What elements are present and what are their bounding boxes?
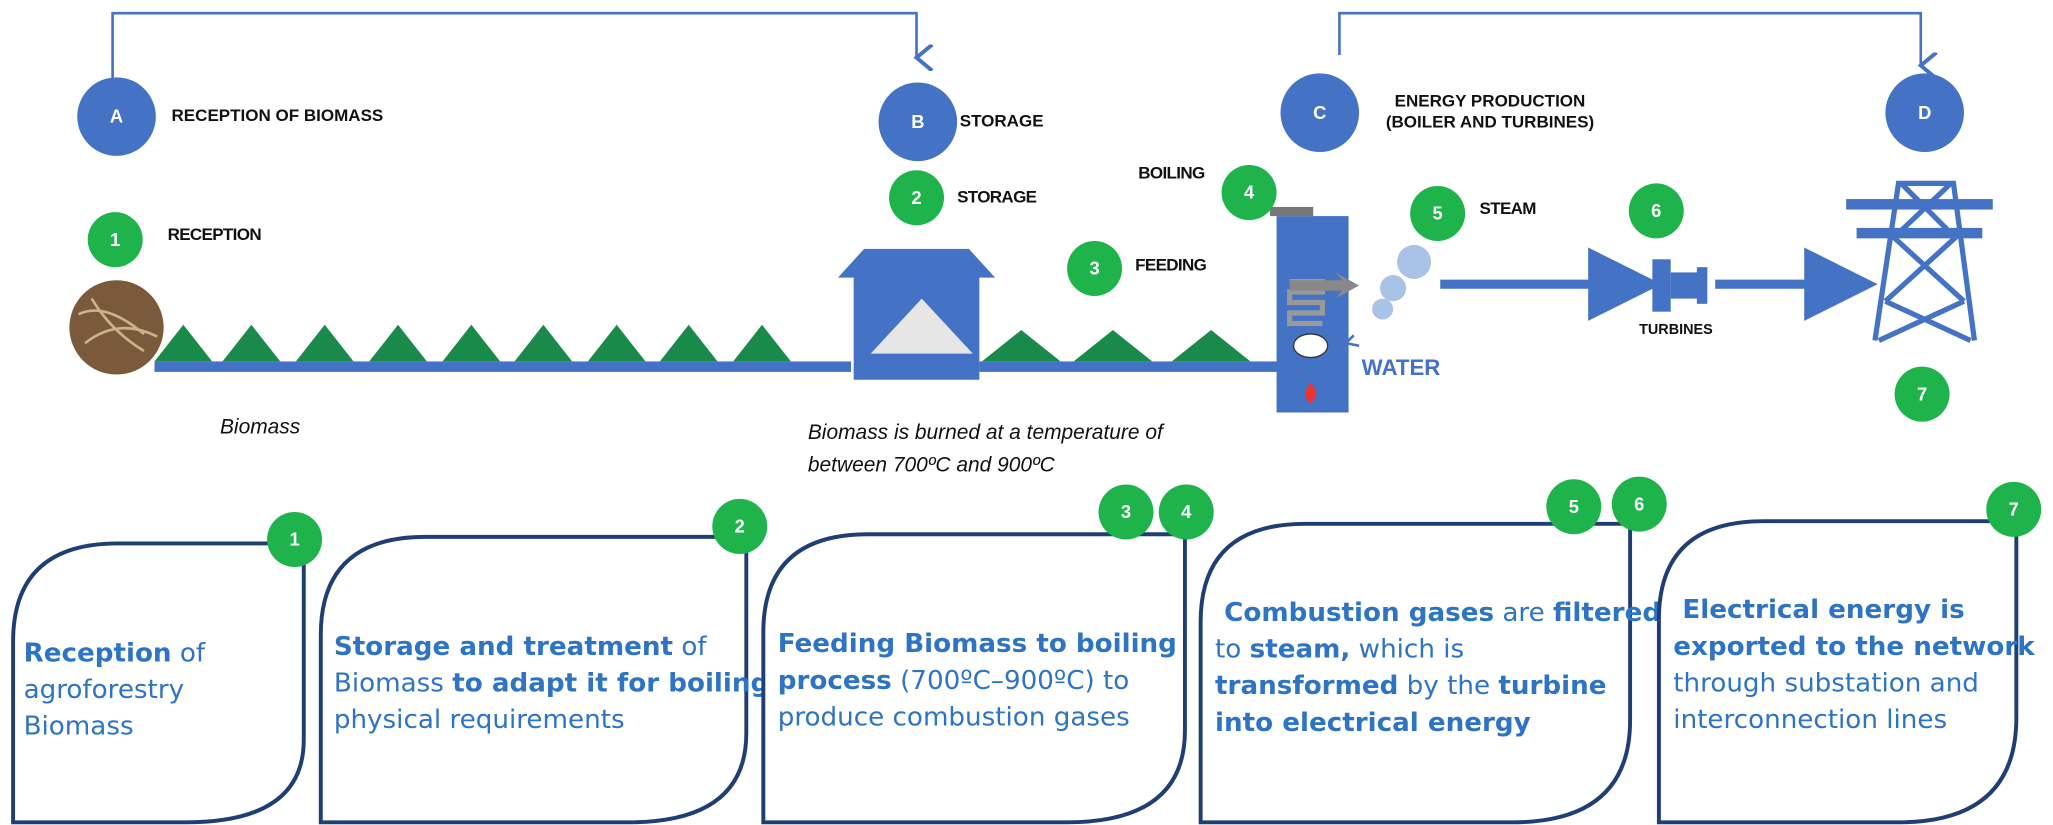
stage-label: STORAGE: [960, 111, 1044, 130]
step-number: 1: [110, 229, 120, 250]
step-label: RECEPTION: [168, 225, 262, 244]
badge-number: 4: [1181, 501, 1192, 522]
step-number: 6: [1651, 200, 1661, 221]
box-text: Electrical energy is: [1673, 595, 1964, 625]
step-circle: [1410, 185, 1466, 241]
stage-circle: [1280, 73, 1360, 152]
stage-label: (BOILER AND TURBINES): [1386, 113, 1594, 132]
step-circle: [1628, 183, 1684, 239]
box-text-segment: to adapt it for boiling: [452, 668, 769, 698]
step-label: BOILING: [1138, 164, 1205, 183]
box-text-segment: Biomass: [24, 711, 134, 741]
stage-circle: [1885, 73, 1964, 152]
badge-circle: [1986, 481, 2042, 537]
box-text: Combustion gases are filtered: [1215, 597, 1661, 627]
badge-circle: [1611, 476, 1667, 532]
stage-letter: B: [911, 111, 924, 132]
stage-label: ENERGY PRODUCTION: [1395, 92, 1586, 111]
box-text-segment: through substation and: [1673, 668, 1979, 698]
badge-number: 1: [289, 529, 299, 550]
water-label: WATER: [1362, 355, 1441, 380]
box-text-segment: are: [1494, 597, 1553, 627]
stage-letter: A: [110, 106, 123, 127]
stage-letter: D: [1918, 102, 1931, 123]
badge-number: 2: [735, 516, 745, 537]
box-text-segment: turbine: [1498, 671, 1606, 701]
box-text-segment: filtered: [1553, 597, 1661, 627]
box-text: Storage and treatment of: [334, 631, 707, 661]
badge-circle: [1098, 484, 1154, 540]
box-text: physical requirements: [334, 705, 625, 735]
step-label: FEEDING: [1135, 255, 1206, 274]
step-box: [1656, 519, 2019, 825]
box-text: into electrical energy: [1215, 707, 1531, 737]
box-text-segment: steam,: [1250, 634, 1351, 664]
box-text-segment: Combustion gases: [1215, 597, 1494, 627]
caption: Biomass is burned at a temperature of: [808, 421, 1165, 444]
box-text-segment: of: [172, 638, 206, 668]
box-text-segment: by the: [1398, 671, 1498, 701]
box-text-segment: of: [673, 631, 707, 661]
box-text: to steam, which is: [1215, 634, 1464, 664]
caption: between 700ºC and 900ºC: [808, 454, 1056, 477]
box-text: Biomass: [24, 711, 134, 741]
box-text: Feeding Biomass to boiling: [778, 629, 1177, 659]
box-text: process (700ºC–900ºC) to: [778, 665, 1130, 695]
box-text-segment: which is: [1350, 634, 1464, 664]
box-text: transformed by the turbine: [1215, 671, 1606, 701]
turbines-label: TURBINES: [1639, 322, 1713, 338]
step-number: 7: [1917, 383, 1927, 404]
box-text: exported to the network: [1673, 631, 2035, 661]
step-number: 3: [1089, 258, 1099, 279]
box-text-segment: exported to the network: [1673, 631, 2035, 661]
box-text: Reception of: [24, 638, 206, 668]
stage-circle: [878, 82, 958, 162]
box-text: through substation and: [1673, 668, 1979, 698]
step-circle: [1894, 366, 1950, 422]
badge-number: 7: [2009, 499, 2019, 520]
badge-circle: [1158, 484, 1214, 540]
box-text-segment: to: [1215, 634, 1250, 664]
step-number: 5: [1433, 203, 1443, 224]
stage-circle: [77, 77, 156, 156]
step-label: STORAGE: [957, 187, 1037, 206]
badge-number: 5: [1569, 496, 1579, 517]
biomass-label: Biomass: [220, 416, 301, 439]
box-text-segment: physical requirements: [334, 705, 625, 735]
box-text-segment: Feeding Biomass to boiling: [778, 629, 1177, 659]
box-text: agroforestry: [24, 675, 185, 705]
step-circle: [889, 170, 945, 226]
stage-letter: C: [1313, 102, 1326, 123]
step-box: [1198, 521, 1633, 825]
process-illustration: [69, 180, 1993, 413]
box-text-segment: produce combustion gases: [778, 702, 1130, 732]
badge-circle: [1546, 479, 1602, 535]
box-text-segment: interconnection lines: [1673, 705, 1947, 735]
box-text-segment: Reception: [24, 638, 172, 668]
box-text-segment: agroforestry: [24, 675, 185, 705]
step-label: STEAM: [1480, 199, 1537, 218]
box-text-segment: Storage and treatment: [334, 631, 673, 661]
badge-circle: [267, 512, 323, 567]
box-text-segment: transformed: [1215, 671, 1398, 701]
badge-number: 6: [1634, 493, 1644, 514]
step-circle: [1067, 240, 1123, 296]
box-text-segment: (700ºC–900ºC) to: [892, 665, 1130, 695]
box-text: Biomass to adapt it for boiling: [334, 668, 769, 698]
box-text-segment: process: [778, 665, 892, 695]
step-circle: [87, 212, 143, 268]
box-text-segment: Electrical energy is: [1673, 595, 1964, 625]
brackets: [111, 11, 1921, 79]
step-number: 4: [1244, 182, 1255, 203]
step-number: 2: [911, 187, 921, 208]
step-circle: [1221, 165, 1277, 221]
stage-label: RECEPTION OF BIOMASS: [172, 106, 384, 125]
box-text-segment: Biomass: [334, 668, 452, 698]
box-text: produce combustion gases: [778, 702, 1130, 732]
badge-circle: [712, 498, 768, 554]
badge-number: 3: [1121, 501, 1131, 522]
box-text: interconnection lines: [1673, 705, 1947, 735]
box-text-segment: into electrical energy: [1215, 707, 1531, 737]
